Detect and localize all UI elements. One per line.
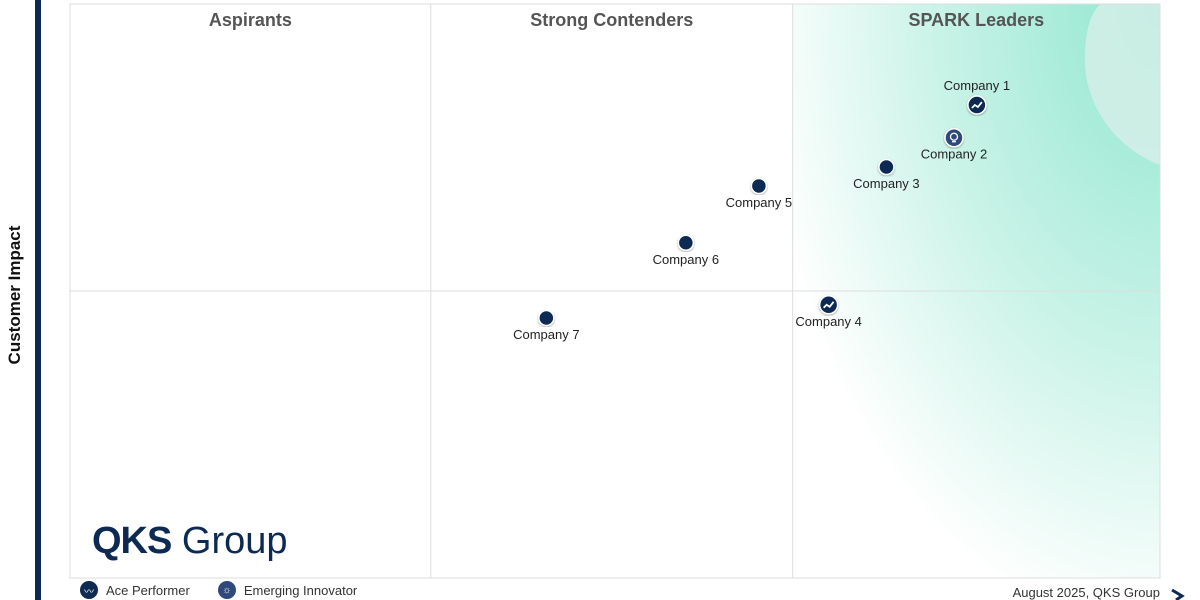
legend: 〰 Ace Performer ☼ Emerging Innovator bbox=[80, 581, 357, 599]
left-accent-bar bbox=[35, 0, 41, 600]
data-point[interactable]: Company 7 bbox=[513, 309, 580, 342]
point-label: Company 5 bbox=[726, 195, 792, 210]
quadrant-title: Aspirants bbox=[209, 10, 292, 30]
point-label: Company 3 bbox=[853, 176, 919, 191]
data-point[interactable]: Company 6 bbox=[653, 234, 719, 267]
point-marker bbox=[677, 234, 695, 252]
trend-line-icon: 〰 bbox=[80, 581, 98, 599]
trend-line-icon bbox=[823, 301, 835, 309]
data-point[interactable]: Company 3 bbox=[853, 158, 920, 192]
legend-emerging-innovator: ☼ Emerging Innovator bbox=[217, 581, 357, 599]
point-label: Company 2 bbox=[921, 147, 987, 162]
point-label: Company 7 bbox=[513, 327, 579, 342]
point-marker bbox=[538, 309, 555, 327]
point-label: Company 6 bbox=[653, 252, 719, 267]
data-point[interactable]: Company 2 bbox=[921, 127, 987, 162]
quadrant-title: SPARK Leaders bbox=[908, 10, 1044, 30]
lightbulb-icon bbox=[949, 132, 959, 141]
lightbulb-icon: ☼ bbox=[217, 581, 236, 599]
point-marker bbox=[944, 127, 964, 148]
point-marker bbox=[818, 295, 839, 315]
qks-group-logo: QKS Group bbox=[92, 520, 288, 562]
data-point[interactable]: Company 1 bbox=[944, 78, 1010, 115]
quadrant-title: Strong Contenders bbox=[530, 10, 693, 30]
point-label: Company 1 bbox=[944, 78, 1010, 93]
arrow-fragment bbox=[1171, 588, 1185, 600]
data-point[interactable]: Company 4 bbox=[795, 295, 862, 329]
point-marker bbox=[967, 95, 987, 115]
trend-line-icon bbox=[971, 101, 983, 109]
footer-date-source: August 2025, QKS Group bbox=[1012, 585, 1160, 600]
legend-ace-performer: 〰 Ace Performer bbox=[80, 581, 190, 599]
point-marker bbox=[878, 158, 895, 176]
point-label: Company 4 bbox=[795, 314, 861, 329]
leaders-texture bbox=[1085, 4, 1160, 165]
point-marker bbox=[750, 177, 768, 195]
data-point[interactable]: Company 5 bbox=[726, 177, 792, 210]
